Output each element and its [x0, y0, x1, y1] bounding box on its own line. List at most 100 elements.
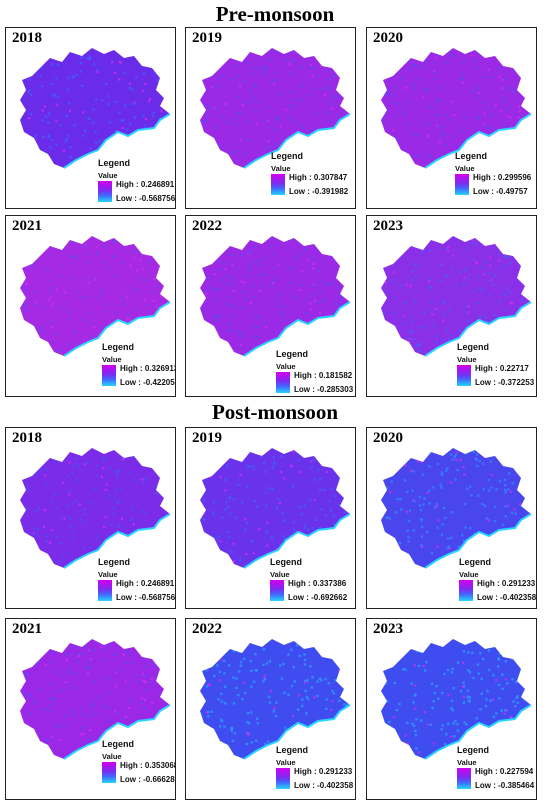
color-ramp: [98, 580, 112, 601]
legend-low: Low : -0.666287: [120, 775, 176, 784]
legend-high: High : 0.291233: [294, 767, 353, 776]
color-ramp: [102, 365, 116, 386]
coast-edge: [243, 704, 351, 760]
map-panel-post-2020: 2020 Legend Value High : 0.291233 Low : …: [366, 427, 537, 609]
legend-value-label: Value: [455, 164, 475, 173]
map-panel-pre-2022: 2022 Legend Value High : 0.181582 Low : …: [185, 215, 356, 397]
map-panel-pre-2021: 2021 Legend Value High : 0.326913 Low : …: [5, 215, 176, 397]
region-fill: [20, 48, 170, 168]
legend-high: High : 0.307847: [289, 173, 348, 182]
region-fill: [200, 639, 350, 759]
region-fill: [200, 236, 350, 356]
region-map: [200, 448, 351, 569]
map-panel-pre-2020: 2020 Value High : 0.299596 Low : -0.4975…: [366, 27, 537, 209]
legend-low: Low : -0.385464: [475, 781, 535, 790]
post-monsoon-heading: Post-monsoon: [211, 400, 338, 424]
panel-year: 2021: [12, 621, 42, 637]
legend-value-label: Value: [271, 164, 291, 173]
region-fill: [381, 448, 531, 568]
legend-high: High : 0.291233: [477, 579, 536, 588]
region-fill: [20, 639, 170, 759]
legend-title: Legend: [457, 342, 490, 352]
legend-high: High : 0.337386: [288, 579, 347, 588]
legend-title: Legend: [276, 745, 309, 755]
color-ramp: [102, 762, 116, 783]
color-ramp: [457, 768, 471, 789]
legend-value-label: Value: [102, 355, 122, 364]
region-map: [20, 448, 171, 569]
map-panel-post-2018: 2018 Legend Value High : 0.246891 Low : …: [5, 427, 176, 609]
legend-value-label: Value: [276, 758, 296, 767]
map-legend: Legend Value High : 0.326913 Low : -0.42…: [102, 342, 175, 387]
coast-edge: [63, 113, 171, 169]
region-map: [381, 448, 532, 569]
coast-edge: [424, 513, 532, 569]
panel-year: 2020: [373, 430, 403, 446]
panel-year: 2023: [373, 218, 403, 234]
legend-title: Legend: [102, 739, 135, 749]
legend-low: Low : -0.692662: [288, 593, 348, 602]
legend-low: Low : -0.568756: [116, 194, 176, 203]
region-map: [200, 48, 351, 169]
legend-high: High : 0.246891: [116, 579, 175, 588]
map-legend: Value High : 0.307847 Low : -0.391982: [271, 161, 348, 196]
panel-year: 2023: [373, 621, 403, 637]
panel-year: 2019: [192, 430, 222, 446]
map-panel-post-2019: 2019 Legend Value High : 0.337386 Low : …: [185, 427, 356, 609]
map-legend-title: Legend: [271, 151, 304, 161]
map-legend: Legend Value High : 0.181582 Low : -0.28…: [276, 349, 353, 394]
map-panel-pre-2019: 2019 Value High : 0.307847 Low : -0.3919…: [185, 27, 356, 209]
coast-edge: [243, 113, 351, 169]
panel-year: 2019: [192, 30, 222, 46]
color-ramp: [271, 174, 285, 195]
map-panel-pre-2018: 2018 Legend Value High : 0.246891 Low : …: [5, 27, 176, 209]
legend-value-label: Value: [457, 355, 477, 364]
map-legend: Legend Value High : 0.353068 Low : -0.66…: [102, 739, 175, 784]
map-panel-pre-2023: 2023 Legend Value High : 0.22717 Low : -…: [366, 215, 537, 397]
color-ramp: [459, 580, 473, 601]
legend-low: Low : -0.402358: [477, 593, 537, 602]
legend-low: Low : -0.402358: [294, 781, 354, 790]
coast-edge: [63, 301, 171, 357]
legend-high: High : 0.227594: [475, 767, 534, 776]
region-fill: [200, 448, 350, 568]
region-map: [20, 236, 171, 357]
legend-title: Legend: [276, 349, 309, 359]
map-legend: Legend Value High : 0.291233 Low : -0.40…: [459, 557, 536, 602]
color-ramp: [276, 372, 290, 393]
legend-high: High : 0.181582: [294, 371, 353, 380]
region-fill: [20, 448, 170, 568]
region-fill: [381, 236, 531, 356]
legend-value-label: Value: [270, 570, 290, 579]
map-panel-post-2021: 2021 Legend Value High : 0.353068 Low : …: [5, 618, 176, 800]
legend-high: High : 0.299596: [473, 173, 532, 182]
map-legend: Legend Value High : 0.246891 Low : -0.56…: [98, 158, 175, 203]
legend-title: Legend: [270, 557, 303, 567]
panel-year: 2022: [192, 218, 222, 234]
pre-monsoon-heading: Pre-monsoon: [215, 2, 335, 26]
region-map: [381, 639, 532, 760]
legend-value-label: Value: [457, 758, 477, 767]
region-map: [20, 639, 171, 760]
legend-high: High : 0.326913: [120, 364, 176, 373]
region-fill: [381, 48, 531, 168]
legend-high: High : 0.353068: [120, 761, 176, 770]
map-legend: Legend Value High : 0.22717 Low : -0.372…: [457, 342, 534, 387]
color-ramp: [455, 174, 469, 195]
map-legend: Legend Value High : 0.291233 Low : -0.40…: [276, 745, 353, 790]
legend-low: Low : -0.422058: [120, 378, 176, 387]
map-legend: Legend Value High : 0.246891 Low : -0.56…: [98, 557, 175, 602]
map-panel-post-2023: 2023 Legend Value High : 0.227594 Low : …: [366, 618, 537, 800]
coast-edge: [63, 513, 171, 569]
coast-edge: [243, 513, 351, 569]
legend-low: Low : -0.568756: [116, 593, 176, 602]
map-panel-post-2022: 2022 Legend Value High : 0.291233 Low : …: [185, 618, 356, 800]
map-legend-title: Legend: [455, 151, 488, 161]
map-legend: Legend Value High : 0.227594 Low : -0.38…: [457, 745, 534, 790]
legend-value-label: Value: [102, 752, 122, 761]
panel-year: 2018: [12, 30, 42, 46]
legend-value-label: Value: [276, 362, 296, 371]
region-map: [381, 48, 532, 169]
region-fill: [200, 48, 350, 168]
panel-year: 2018: [12, 430, 42, 446]
